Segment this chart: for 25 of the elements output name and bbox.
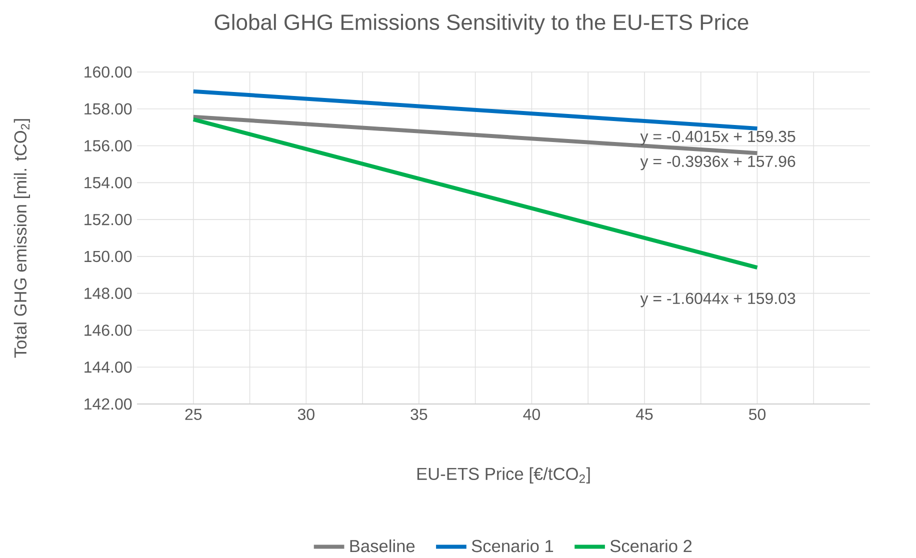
chart-title: Global GHG Emissions Sensitivity to the EU-ETS Price: [214, 14, 748, 34]
y-tick-label: 142.00: [84, 398, 132, 410]
y-tick-label: 148.00: [84, 288, 132, 299]
y-tick-label: 160.00: [84, 66, 132, 78]
y-axis-title: Total GHG emission [mil. tCO$_{2}$]: [14, 119, 30, 358]
y-tick-label: 146.00: [84, 324, 132, 336]
x-tick-label: 25: [185, 408, 202, 420]
x-tick-label: 40: [523, 408, 540, 420]
y-tick-label: 152.00: [84, 214, 132, 226]
x-axis-title: EU-ETS Price [€/tCO$_{2}$]: [417, 467, 590, 484]
x-tick-label: 45: [636, 408, 653, 420]
y-tick-label: 144.00: [84, 361, 132, 373]
annotation: y = -1.6044x + 159.03: [640, 292, 796, 308]
y-tick-label: 154.00: [84, 177, 132, 188]
x-tick-label: 50: [748, 408, 766, 420]
legend-label: Baseline: [350, 539, 415, 552]
legend-label: Scenario 2: [610, 539, 692, 552]
annotation: y = -0.4015x + 159.35: [640, 130, 796, 146]
y-tick-label: 150.00: [84, 250, 132, 262]
annotation: y = -0.3936x + 157.96: [640, 156, 796, 170]
y-tick-label: 158.00: [84, 103, 132, 115]
y-tick-label: 156.00: [84, 140, 132, 152]
x-tick-label: 30: [298, 408, 314, 420]
x-tick-label: 35: [410, 408, 428, 420]
legend-label: Scenario 1: [472, 539, 554, 552]
